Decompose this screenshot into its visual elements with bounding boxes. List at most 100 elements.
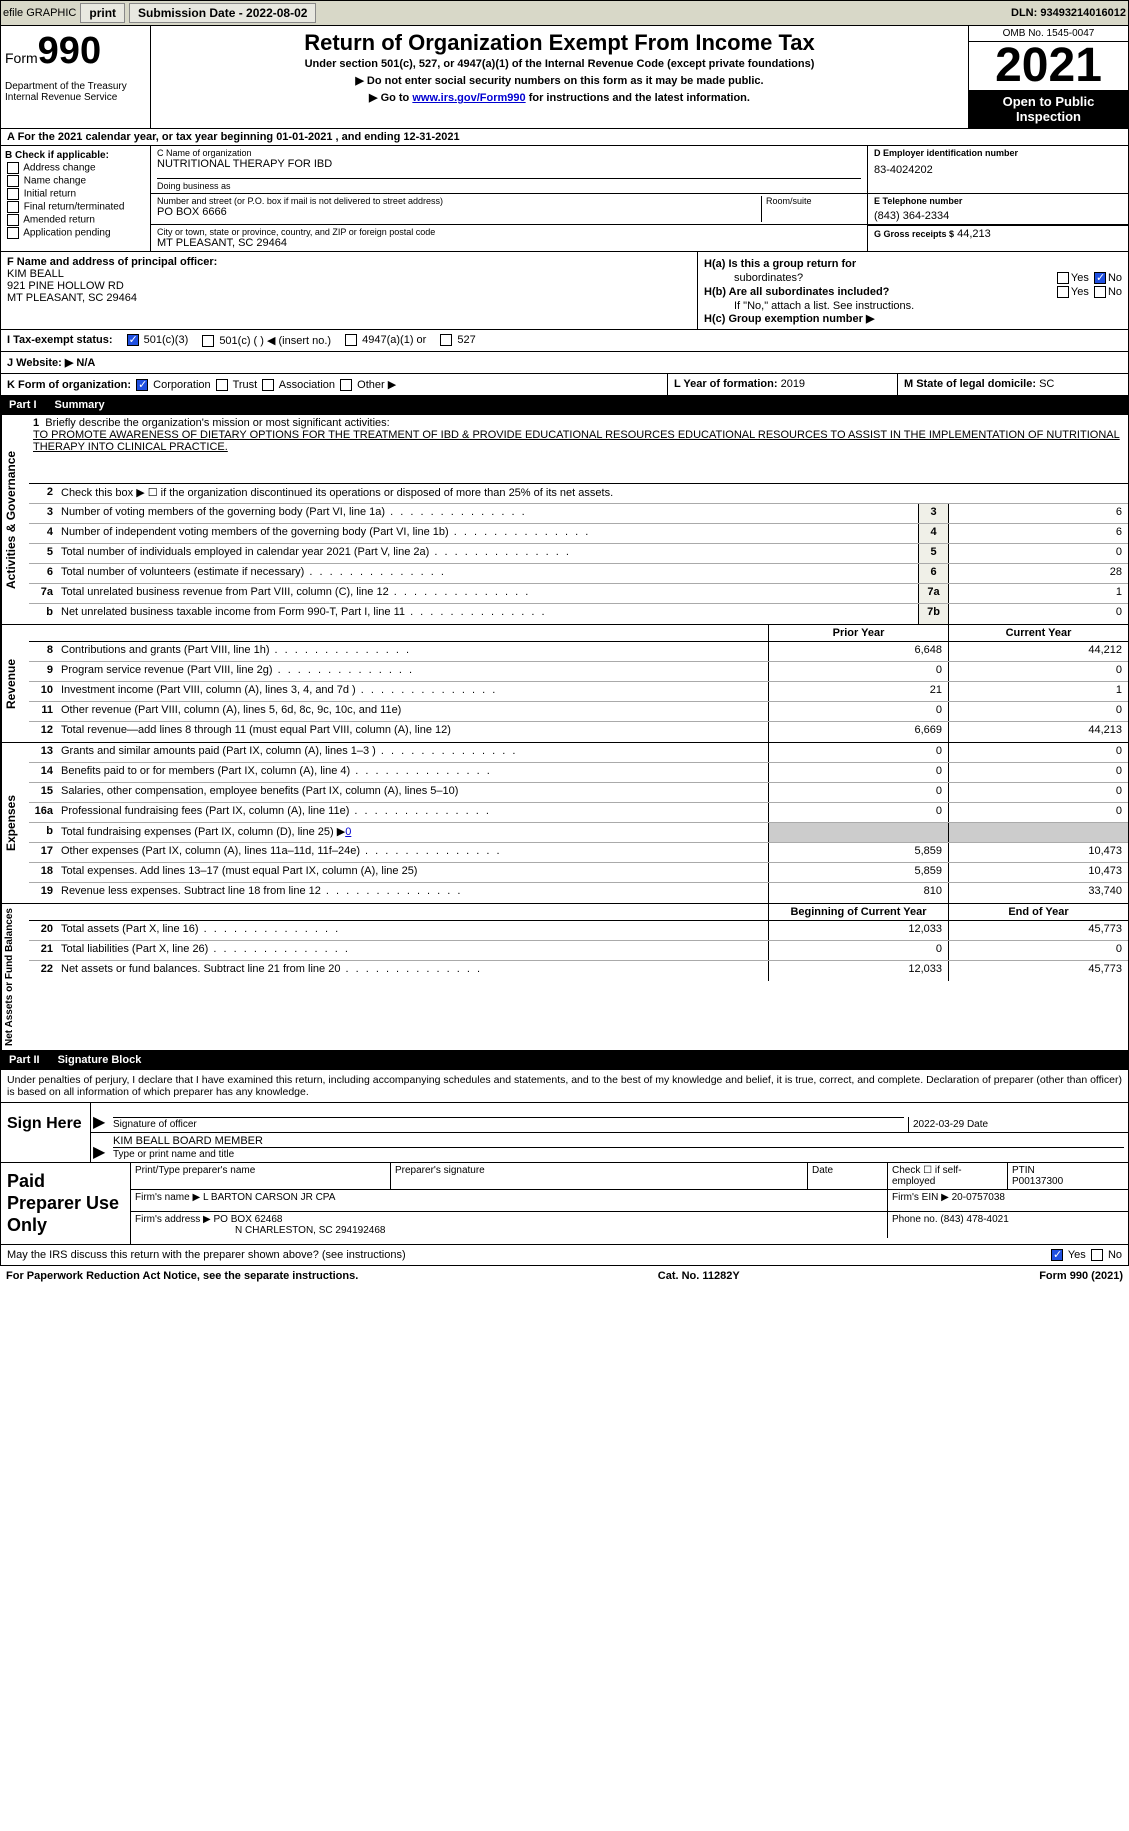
sign-here-block: Sign Here ▶ Signature of officer 2022-03… — [0, 1103, 1129, 1163]
chk-4947[interactable] — [345, 334, 357, 346]
part1-netassets: Net Assets or Fund Balances Beginning of… — [0, 904, 1129, 1051]
ha-no[interactable] — [1094, 272, 1106, 284]
fundraising-link[interactable]: 0 — [345, 826, 351, 838]
section-i: I Tax-exempt status: 501(c)(3) 501(c) ( … — [0, 330, 1129, 352]
section-j: J Website: ▶ N/A — [0, 352, 1129, 374]
chk-amended[interactable]: Amended return — [5, 214, 146, 226]
col-beginning: Beginning of Current Year — [768, 904, 948, 920]
ein-cell: D Employer identification number 83-4024… — [868, 146, 1128, 193]
dln: DLN: 93493214016012 — [1011, 7, 1126, 19]
paid-preparer-label: Paid Preparer Use Only — [1, 1163, 131, 1244]
officer-name: KIM BEALL — [7, 268, 691, 280]
chk-initial-return[interactable]: Initial return — [5, 188, 146, 200]
section-l: L Year of formation: 2019 — [668, 374, 898, 395]
submission-date: Submission Date - 2022-08-02 — [129, 3, 316, 23]
section-klm: K Form of organization: Corporation Trus… — [0, 374, 1129, 396]
declaration: Under penalties of perjury, I declare th… — [0, 1070, 1129, 1103]
firm-name: Firm's name ▶ L BARTON CARSON JR CPA — [131, 1190, 888, 1211]
chk-527[interactable] — [440, 334, 452, 346]
val-4: 6 — [948, 524, 1128, 543]
ptin: PTINP00137300 — [1008, 1163, 1128, 1189]
chk-trust[interactable] — [216, 379, 228, 391]
signature-officer: Signature of officer — [109, 1103, 908, 1132]
cat-no: Cat. No. 11282Y — [658, 1270, 740, 1282]
tax-year: 2021 — [969, 42, 1128, 90]
arrow-icon: ▶ — [91, 1142, 109, 1162]
dept-treasury: Department of the Treasury Internal Reve… — [5, 81, 146, 103]
section-h: H(a) Is this a group return for subordin… — [698, 252, 1128, 329]
open-inspection: Open to Public Inspection — [969, 90, 1128, 128]
chk-application-pending[interactable]: Application pending — [5, 227, 146, 239]
efile-label: efile GRAPHIC — [3, 7, 76, 19]
prep-date: Date — [808, 1163, 888, 1189]
tab-expenses: Expenses — [1, 743, 29, 903]
prep-name: Print/Type preparer's name — [131, 1163, 391, 1189]
mission-text: TO PROMOTE AWARENESS OF DIETARY OPTIONS … — [33, 429, 1124, 453]
city-value: MT PLEASANT, SC 29464 — [157, 237, 861, 249]
org-name-cell: C Name of organization NUTRITIONAL THERA… — [151, 146, 868, 193]
firm-phone: Phone no. (843) 478-4021 — [888, 1212, 1128, 1238]
row-a-tax-year: A For the 2021 calendar year, or tax yea… — [0, 129, 1129, 146]
ein-value: 83-4024202 — [874, 164, 1122, 176]
line1: 1 Briefly describe the organization's mi… — [29, 415, 1128, 484]
website-value: N/A — [76, 357, 95, 369]
discuss-yes[interactable] — [1051, 1249, 1063, 1261]
part1-expenses: Expenses 13Grants and similar amounts pa… — [0, 743, 1129, 904]
part1-header: Part I Summary — [0, 396, 1129, 415]
form-number: Form990 — [5, 30, 146, 73]
chk-corp[interactable] — [136, 379, 148, 391]
gross-receipts-cell: G Gross receipts $ 44,213 — [868, 225, 1128, 251]
firm-address: Firm's address ▶ PO BOX 62468 N CHARLEST… — [131, 1212, 888, 1238]
form-ref: Form 990 (2021) — [1039, 1270, 1123, 1282]
chk-assoc[interactable] — [262, 379, 274, 391]
hb-no[interactable] — [1094, 286, 1106, 298]
val-5: 0 — [948, 544, 1128, 563]
part1-revenue: Revenue Prior Year Current Year 8Contrib… — [0, 625, 1129, 743]
note-link: ▶ Go to www.irs.gov/Form990 for instruct… — [155, 91, 964, 104]
chk-other[interactable] — [340, 379, 352, 391]
hb-yes[interactable] — [1057, 286, 1069, 298]
chk-address-change[interactable]: Address change — [5, 162, 146, 174]
gross-receipts-value: 44,213 — [957, 228, 991, 240]
part1-activities: Activities & Governance 1 Briefly descri… — [0, 415, 1129, 625]
firm-ein: Firm's EIN ▶ 20-0757038 — [888, 1190, 1128, 1211]
phone-cell: E Telephone number (843) 364-2334 — [868, 194, 1128, 224]
arrow-icon: ▶ — [91, 1112, 109, 1132]
col-prior: Prior Year — [768, 625, 948, 641]
section-b: B Check if applicable: Address change Na… — [1, 146, 151, 251]
chk-501c[interactable] — [202, 335, 214, 347]
block-bcde: B Check if applicable: Address change Na… — [0, 146, 1129, 252]
discuss-row: May the IRS discuss this return with the… — [0, 1245, 1129, 1266]
print-button[interactable]: print — [80, 3, 125, 23]
irs-link[interactable]: www.irs.gov/Form990 — [412, 92, 525, 104]
org-name: NUTRITIONAL THERAPY FOR IBD — [157, 158, 861, 170]
signature-name: KIM BEALL BOARD MEMBER Type or print nam… — [109, 1133, 1128, 1162]
sign-here-label: Sign Here — [1, 1103, 91, 1162]
discuss-no[interactable] — [1091, 1249, 1103, 1261]
city-cell: City or town, state or province, country… — [151, 225, 868, 251]
chk-501c3[interactable] — [127, 334, 139, 346]
section-f: F Name and address of principal officer:… — [1, 252, 698, 329]
val-3: 6 — [948, 504, 1128, 523]
val-7b: 0 — [948, 604, 1128, 624]
note-ssn: ▶ Do not enter social security numbers o… — [155, 74, 964, 87]
form-title: Return of Organization Exempt From Incom… — [155, 30, 964, 56]
footer: For Paperwork Reduction Act Notice, see … — [0, 1266, 1129, 1286]
row-fh: F Name and address of principal officer:… — [0, 252, 1129, 330]
part2-header: Part II Signature Block — [0, 1051, 1129, 1070]
topbar: efile GRAPHIC print Submission Date - 20… — [0, 0, 1129, 26]
chk-name-change[interactable]: Name change — [5, 175, 146, 187]
tab-revenue: Revenue — [1, 625, 29, 742]
form-header: Form990 Department of the Treasury Inter… — [0, 26, 1129, 129]
street-cell: Number and street (or P.O. box if mail i… — [151, 194, 868, 224]
section-k: K Form of organization: Corporation Trus… — [1, 374, 668, 395]
chk-final-return[interactable]: Final return/terminated — [5, 201, 146, 213]
tab-activities: Activities & Governance — [1, 415, 29, 624]
paid-preparer-block: Paid Preparer Use Only Print/Type prepar… — [0, 1163, 1129, 1245]
form-subtitle: Under section 501(c), 527, or 4947(a)(1)… — [155, 58, 964, 70]
tab-netassets: Net Assets or Fund Balances — [1, 904, 29, 1050]
val-6: 28 — [948, 564, 1128, 583]
ha-yes[interactable] — [1057, 272, 1069, 284]
pra-notice: For Paperwork Reduction Act Notice, see … — [6, 1270, 358, 1282]
val-7a: 1 — [948, 584, 1128, 603]
